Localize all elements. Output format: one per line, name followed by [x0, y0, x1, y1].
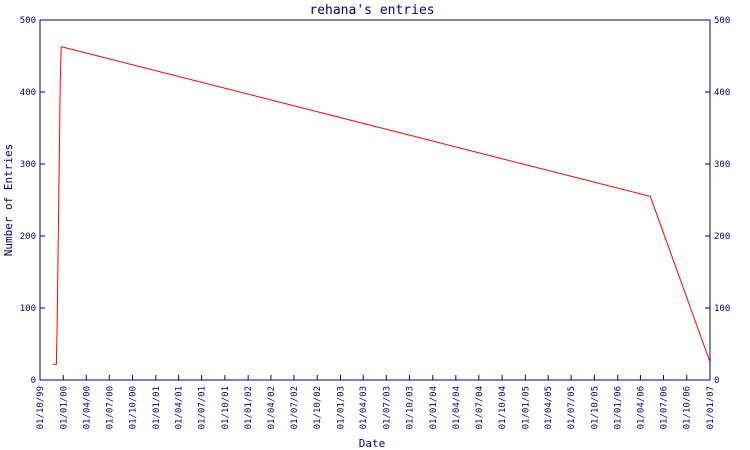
x-tick-label: 01/04/01	[175, 386, 185, 429]
x-tick-label: 01/04/06	[636, 386, 646, 429]
y-tick-label-left: 400	[20, 88, 36, 98]
y-axis-right: 0 100 200 300 400 500	[705, 16, 730, 386]
series-layer	[52, 45, 711, 365]
y-axis-title: Number of Entries	[2, 144, 15, 257]
x-tick-label: 01/10/06	[683, 386, 693, 429]
x-tick-label: 01/01/05	[521, 386, 531, 429]
chart-title: rehana's entries	[309, 3, 434, 18]
x-tick-label: 01/10/99	[36, 386, 46, 429]
x-tick-label: 01/01/00	[59, 386, 69, 429]
x-tick-label: 01/10/01	[221, 386, 231, 429]
y-tick-label-left: 0	[31, 376, 36, 386]
plot-frame	[39, 19, 711, 381]
x-tick-label: 01/04/00	[82, 386, 92, 429]
y-tick-label-right: 400	[714, 88, 730, 98]
x-tick-label: 01/01/07	[706, 386, 716, 429]
y-tick-label-left: 100	[20, 304, 36, 314]
x-tick-label: 01/04/03	[359, 386, 369, 429]
x-tick-label: 01/01/06	[614, 386, 624, 429]
x-tick-label: 01/07/04	[475, 386, 485, 429]
y-axis-left: 0 100 200 300 400 500	[20, 16, 45, 386]
series-line	[52, 45, 711, 365]
x-tick-label: 01/10/03	[406, 386, 416, 429]
x-tick-label: 01/10/05	[590, 386, 600, 429]
x-tick-label: 01/10/02	[313, 386, 323, 429]
y-tick-label-right: 300	[714, 160, 730, 170]
y-tick-label-right: 100	[714, 304, 730, 314]
x-tick-label: 01/07/05	[567, 386, 577, 429]
x-tick-label: 01/10/04	[498, 386, 508, 429]
x-tick-label: 01/04/02	[267, 386, 277, 429]
x-tick-label: 01/01/02	[244, 386, 254, 429]
y-tick-label-right: 0	[714, 376, 719, 386]
x-tick-label: 01/07/03	[382, 386, 392, 429]
y-tick-label-right: 500	[714, 16, 730, 26]
x-tick-label: 01/07/00	[105, 386, 115, 429]
x-axis: 01/10/99 01/01/00 01/04/00 01/07/00 01/10/00…	[36, 375, 716, 429]
y-tick-label-left: 300	[20, 160, 36, 170]
x-tick-label: 01/10/00	[129, 386, 139, 429]
x-tick-label: 01/01/04	[429, 386, 439, 429]
x-tick-label: 01/01/03	[336, 386, 346, 429]
x-tick-label: 01/07/06	[659, 386, 669, 429]
x-tick-label: 01/07/01	[198, 386, 208, 429]
y-tick-label-right: 200	[714, 232, 730, 242]
x-axis-title: Date	[359, 437, 386, 450]
x-tick-label: 01/04/04	[452, 386, 462, 429]
y-tick-label-left: 500	[20, 16, 36, 26]
y-tick-label-left: 200	[20, 232, 36, 242]
x-tick-label: 01/01/01	[152, 386, 162, 429]
x-tick-label: 01/07/02	[290, 386, 300, 429]
x-tick-label: 01/04/05	[544, 386, 554, 429]
